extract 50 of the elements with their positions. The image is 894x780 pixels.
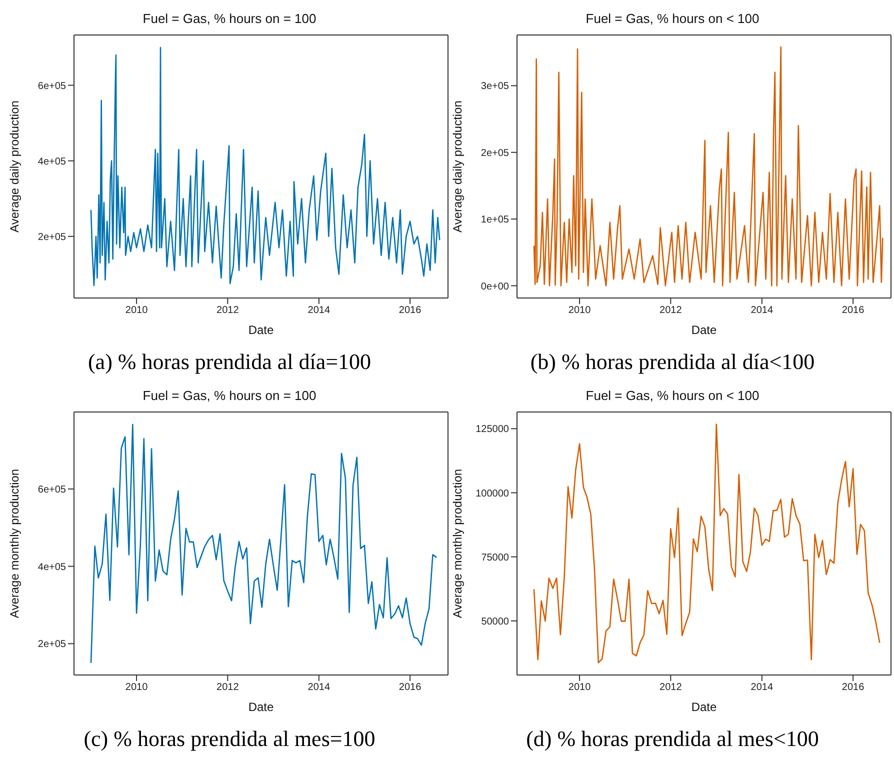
line-series: [533, 424, 880, 664]
line-series: [533, 46, 884, 286]
y-tick-label: 4e+05: [38, 562, 66, 573]
x-tick-label: 2016: [842, 305, 865, 316]
y-tick-label: 0e+00: [480, 281, 510, 292]
line-series: [90, 424, 438, 664]
x-tick-label: 2010: [568, 682, 592, 694]
text: (d) % horas prendida al mes<100: [525, 725, 820, 753]
x-tick-label: 2010: [125, 305, 148, 316]
x-tick-label: 2012: [216, 682, 240, 694]
x-tick-label: 2016: [398, 682, 422, 694]
y-tick-label: 4e+05: [38, 156, 66, 168]
chart-title: Fuel = Gas, % hours on < 100: [584, 10, 760, 28]
text: (b) % horas prendida al día<100: [529, 348, 816, 376]
x-tick-label: 2016: [842, 682, 865, 694]
y-tick-label: 50000: [481, 616, 510, 628]
chart-title: Fuel = Gas, % hours on = 100: [142, 387, 318, 405]
y-axis-title: Average monthly production: [7, 468, 22, 618]
chart-title: Fuel = Gas, % hours on < 100: [584, 387, 760, 405]
chart-title: Fuel = Gas, % hours on = 100: [142, 10, 318, 28]
y-tick-label: 3e+05: [480, 81, 510, 92]
y-tick-label: 6e+05: [38, 80, 66, 92]
x-tick-label: 2014: [750, 682, 774, 694]
line-series: [90, 46, 440, 286]
y-axis-title: Average daily production: [450, 100, 464, 232]
y-tick-label: 1e+05: [480, 214, 510, 226]
y-tick-label: 6e+05: [38, 484, 66, 496]
x-tick-label: 2012: [660, 305, 682, 316]
x-tick-label: 2014: [308, 682, 330, 694]
x-axis-title: Date: [691, 700, 717, 714]
y-tick-label: 125000: [476, 424, 510, 436]
x-tick-label: 2014: [308, 305, 330, 316]
x-axis-title: Date: [691, 323, 717, 337]
y-tick-label: 75000: [481, 552, 510, 564]
y-tick-label: 2e+05: [480, 148, 510, 159]
text: (c) % horas prendida al mes=100: [82, 725, 376, 753]
x-tick-label: 2014: [750, 305, 774, 316]
y-tick-label: 100000: [476, 488, 510, 500]
text: (a) % horas prendida al día=100: [86, 348, 372, 376]
y-axis-title: Average monthly production: [450, 468, 464, 618]
x-axis-title: Date: [248, 700, 274, 714]
y-tick-label: 2e+05: [38, 639, 66, 650]
x-tick-label: 2012: [660, 682, 682, 694]
x-tick-label: 2010: [125, 682, 148, 694]
y-axis-title: Average daily production: [7, 100, 22, 232]
x-tick-label: 2010: [568, 305, 592, 316]
x-tick-label: 2012: [216, 305, 240, 316]
x-tick-label: 2016: [398, 305, 422, 316]
y-tick-label: 2e+05: [38, 232, 66, 243]
x-axis-title: Date: [248, 323, 274, 337]
